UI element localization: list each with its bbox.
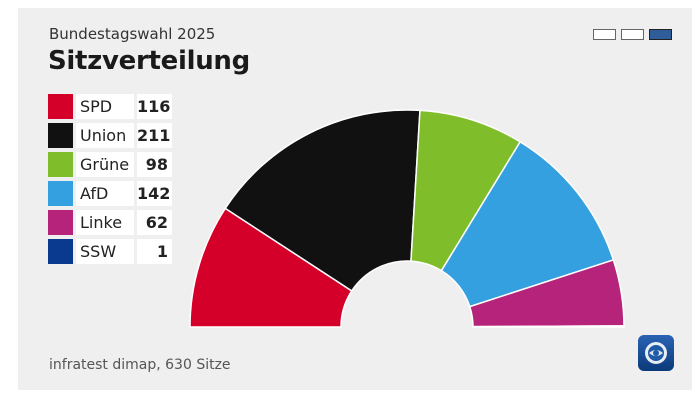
legend-row: Union 211 <box>48 121 172 150</box>
seat-segment-union <box>224 109 421 292</box>
chart-card: Bundestagswahl 2025 Sitzverteilung SPD 1… <box>18 8 692 390</box>
legend-seats: 142 <box>137 181 172 206</box>
legend-seats: 98 <box>137 152 172 177</box>
legend-row: AfD 142 <box>48 179 172 208</box>
legend-party: SPD <box>76 94 134 119</box>
seat-segment-afd <box>440 140 615 308</box>
legend-seats: 62 <box>137 210 172 235</box>
legend-party: Grüne <box>76 152 134 177</box>
legend-row: Grüne 98 <box>48 150 172 179</box>
view-switch-1[interactable] <box>593 29 616 40</box>
legend-row: SPD 116 <box>48 92 172 121</box>
legend-party: Linke <box>76 210 134 235</box>
legend-swatch <box>48 210 73 235</box>
legend-seats: 116 <box>137 94 172 119</box>
seat-distribution-chart <box>189 109 625 328</box>
chart-supertitle: Bundestagswahl 2025 <box>49 25 216 43</box>
legend-party: Union <box>76 123 134 148</box>
chart-title: Sitzverteilung <box>48 46 250 76</box>
legend-party: SSW <box>76 239 134 264</box>
legend-swatch <box>48 94 73 119</box>
legend-swatch <box>48 152 73 177</box>
view-switch-2[interactable] <box>621 29 644 40</box>
tagesschau-logo-icon <box>638 335 674 371</box>
legend-swatch <box>48 181 73 206</box>
legend-swatch <box>48 123 73 148</box>
view-switch-3[interactable] <box>649 29 672 40</box>
legend-row: Linke 62 <box>48 208 172 237</box>
legend-row: SSW 1 <box>48 237 172 266</box>
seat-segment-ssw <box>472 325 625 328</box>
view-switcher <box>593 29 672 40</box>
legend-seats: 1 <box>137 239 172 264</box>
legend-party: AfD <box>76 181 134 206</box>
legend-swatch <box>48 239 73 264</box>
chart-source: infratest dimap, 630 Sitze <box>49 357 231 373</box>
legend-seats: 211 <box>137 123 172 148</box>
seat-segment-spd <box>189 207 353 328</box>
legend: SPD 116 Union 211 Grüne 98 AfD 142 Linke… <box>48 92 172 266</box>
